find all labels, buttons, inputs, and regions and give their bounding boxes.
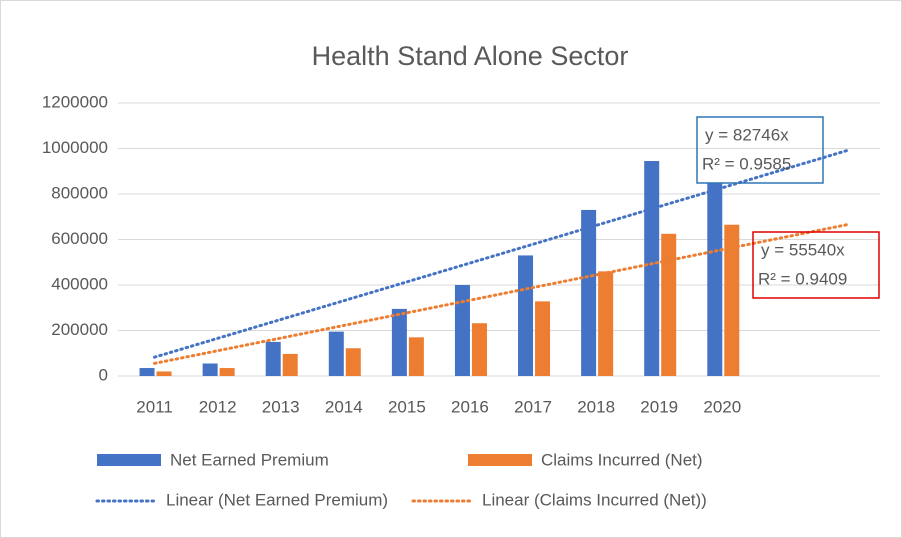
x-tick-label: 2015 (388, 397, 426, 416)
bar (408, 337, 424, 376)
x-tick-label: 2017 (514, 397, 552, 416)
trendline (153, 148, 850, 359)
bar (724, 224, 740, 376)
legend-label: Linear (Claims Incurred (Net)) (482, 490, 707, 509)
bar (707, 182, 723, 376)
bar (661, 233, 677, 376)
r2-label: R² = 0.9409 (758, 269, 847, 288)
legend-swatch (97, 454, 161, 466)
legend-label: Net Earned Premium (170, 450, 329, 469)
bar (219, 368, 235, 376)
equation-box (696, 116, 824, 184)
legend-label: Claims Incurred (Net) (541, 450, 703, 469)
legend-label: Linear (Net Earned Premium) (166, 490, 388, 509)
x-tick-label: 2019 (640, 397, 678, 416)
x-tick-label: 2012 (199, 397, 237, 416)
legend-swatch (468, 454, 532, 466)
r2-label: R² = 0.9585 (702, 154, 791, 173)
bar (518, 255, 534, 376)
trendline (153, 222, 850, 365)
y-tick-label: 0 (99, 365, 108, 384)
bar (391, 308, 407, 376)
bar (644, 161, 660, 376)
x-tick-label: 2018 (577, 397, 615, 416)
x-tick-label: 2020 (703, 397, 741, 416)
y-tick-label: 1000000 (42, 138, 108, 157)
bar (471, 323, 487, 376)
equation-label: y = 82746x (705, 125, 789, 144)
bar (139, 368, 155, 376)
bar (202, 363, 218, 376)
x-tick-label: 2013 (262, 397, 300, 416)
bar (454, 285, 470, 376)
bar (156, 371, 172, 376)
chart-title: Health Stand Alone Sector (312, 41, 629, 71)
x-tick-label: 2014 (325, 397, 363, 416)
y-tick-label: 800000 (51, 183, 108, 202)
x-tick-label: 2011 (136, 397, 173, 416)
bar (535, 301, 551, 376)
y-tick-label: 600000 (51, 229, 108, 248)
y-tick-label: 400000 (51, 274, 108, 293)
equation-label: y = 55540x (761, 240, 845, 259)
bar (581, 209, 597, 376)
y-tick-label: 200000 (51, 320, 108, 339)
bar (282, 353, 298, 376)
equation-box (752, 231, 880, 299)
bar (598, 271, 614, 376)
bar (328, 331, 344, 376)
bar (265, 341, 281, 376)
x-tick-label: 2016 (451, 397, 489, 416)
y-tick-label: 1200000 (42, 92, 108, 111)
bar (345, 348, 361, 376)
